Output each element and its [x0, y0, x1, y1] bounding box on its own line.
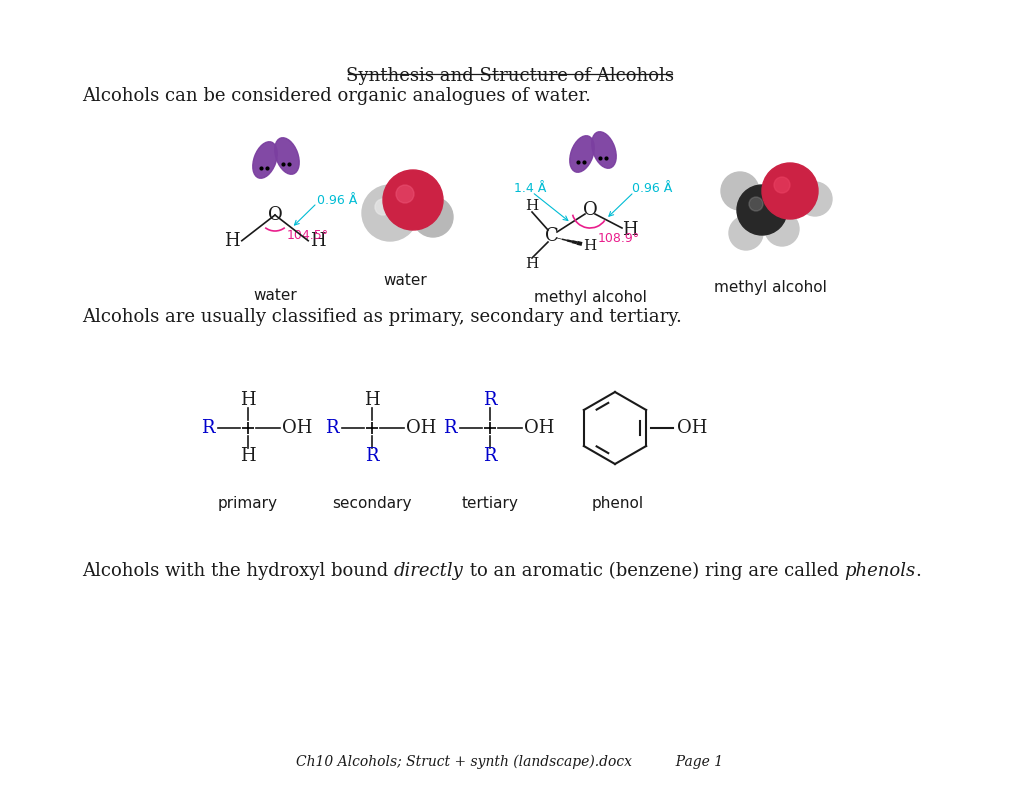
Text: Alcohols can be considered organic analogues of water.: Alcohols can be considered organic analo… — [82, 87, 590, 105]
Text: H: H — [239, 447, 256, 465]
Text: OH: OH — [524, 419, 554, 437]
Text: directly: directly — [393, 562, 464, 580]
Text: phenols: phenols — [844, 562, 915, 580]
Text: H: H — [525, 199, 538, 213]
Text: H: H — [622, 221, 637, 239]
Circle shape — [797, 182, 832, 216]
Text: H: H — [239, 391, 256, 409]
Circle shape — [382, 170, 442, 230]
Text: Synthesis and Structure of Alcohols: Synthesis and Structure of Alcohols — [345, 67, 674, 85]
Text: water: water — [253, 288, 297, 303]
Text: Ch10 Alcohols; Struct + synth (landscape).docx          Page 1: Ch10 Alcohols; Struct + synth (landscape… — [297, 755, 722, 769]
Text: H: H — [224, 232, 239, 250]
Ellipse shape — [591, 132, 615, 169]
Text: phenol: phenol — [591, 496, 643, 511]
Text: Alcohols with the hydroxyl bound: Alcohols with the hydroxyl bound — [82, 562, 393, 580]
Text: O: O — [267, 206, 282, 224]
Text: R: R — [483, 391, 496, 409]
Circle shape — [729, 216, 762, 250]
Text: H: H — [525, 257, 538, 271]
Text: C: C — [544, 227, 558, 245]
Text: O: O — [582, 201, 597, 219]
Text: R: R — [365, 447, 378, 465]
Circle shape — [362, 185, 418, 241]
Circle shape — [413, 197, 452, 237]
Circle shape — [720, 172, 758, 210]
Text: secondary: secondary — [332, 496, 412, 511]
Text: R: R — [325, 419, 338, 437]
Circle shape — [764, 212, 798, 246]
Text: OH: OH — [281, 419, 312, 437]
Text: 0.96 Å: 0.96 Å — [632, 181, 672, 195]
Text: tertiary: tertiary — [462, 496, 518, 511]
Text: H: H — [583, 239, 596, 253]
Text: R: R — [201, 419, 215, 437]
Ellipse shape — [253, 142, 277, 178]
Text: H: H — [364, 391, 379, 409]
Text: primary: primary — [218, 496, 278, 511]
Text: Alcohols are usually classified as primary, secondary and tertiary.: Alcohols are usually classified as prima… — [82, 308, 682, 326]
Text: 1.4 Å: 1.4 Å — [514, 181, 545, 195]
Circle shape — [773, 177, 790, 193]
Ellipse shape — [570, 136, 594, 173]
Text: to an aromatic (benzene) ring are called: to an aromatic (benzene) ring are called — [464, 562, 844, 580]
Text: .: . — [915, 562, 920, 580]
Text: methyl alcohol: methyl alcohol — [713, 280, 825, 295]
Text: OH: OH — [406, 419, 436, 437]
Circle shape — [375, 199, 390, 215]
Text: H: H — [310, 232, 326, 250]
Text: 104.5°: 104.5° — [286, 229, 329, 241]
Circle shape — [748, 197, 762, 211]
Text: OH: OH — [677, 419, 707, 437]
Text: R: R — [443, 419, 457, 437]
Circle shape — [395, 185, 414, 203]
Text: water: water — [383, 273, 427, 288]
Ellipse shape — [274, 138, 299, 174]
Text: methyl alcohol: methyl alcohol — [533, 290, 646, 305]
Circle shape — [761, 163, 817, 219]
Text: 108.9°: 108.9° — [597, 232, 640, 244]
Text: 0.96 Å: 0.96 Å — [317, 194, 357, 206]
Text: R: R — [483, 447, 496, 465]
Circle shape — [737, 185, 787, 235]
